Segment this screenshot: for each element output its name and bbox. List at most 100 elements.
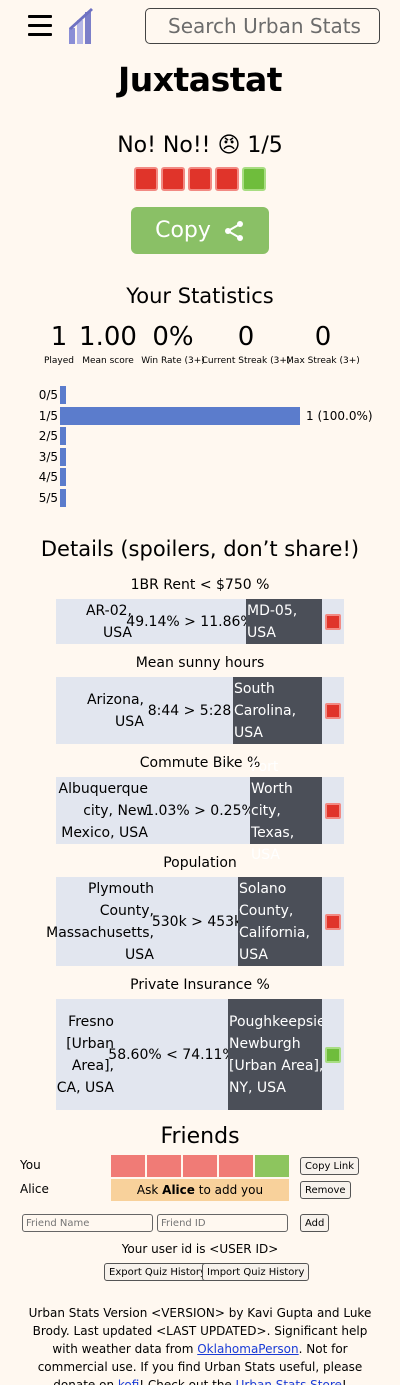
distribution-value: 1 (100.0%) xyxy=(306,409,373,423)
footer: Urban Stats Version <VERSION> by Kavi Gu… xyxy=(20,1304,380,1385)
stat-value: 1 xyxy=(50,322,68,352)
remove-friend-button[interactable]: Remove xyxy=(300,1181,351,1199)
distribution-label: 5/5 xyxy=(38,491,58,505)
result-square xyxy=(325,1046,341,1063)
footer-text: . Not for commercial use. If you find Ur… xyxy=(37,1342,363,1385)
result-square xyxy=(325,702,341,719)
stat-played: 1 Played xyxy=(14,322,104,366)
question-label: Population xyxy=(163,855,237,871)
question-label: 1BR Rent < $750 % xyxy=(130,577,270,593)
add-friend-button[interactable]: Add xyxy=(300,1214,330,1232)
left-region: Plymouth County, Massachusetts, USA xyxy=(46,877,156,966)
footer-text: ! xyxy=(341,1378,347,1385)
right-region: MD-05, USA xyxy=(246,599,322,644)
distribution-bar xyxy=(60,427,66,445)
header xyxy=(0,0,400,56)
stat-mean-score: 1.00 Mean score xyxy=(63,322,153,366)
you-result-box xyxy=(255,1155,289,1177)
distribution-row: 0/5 xyxy=(36,386,376,404)
oklahomaperson-link[interactable]: OklahomaPerson xyxy=(197,1342,299,1356)
copy-link-button[interactable]: Copy Link xyxy=(300,1157,360,1175)
statistics-title: Your Statistics xyxy=(126,284,274,308)
you-result-box xyxy=(111,1155,145,1177)
search-input[interactable] xyxy=(145,8,380,44)
right-region: Fort Worth city, Texas, USA xyxy=(250,759,322,863)
left-region: AR-02, USA xyxy=(56,599,134,644)
left-region: Fresno [Urban Area], CA, USA xyxy=(56,999,116,1110)
you-result-box xyxy=(147,1155,181,1177)
result-squares xyxy=(0,167,400,191)
comparison-value: 530k > 453k xyxy=(152,877,242,966)
distribution-bar xyxy=(60,407,300,425)
stat-max-streak: 0 Max Streak (3+) xyxy=(278,322,368,366)
friend-id-input[interactable] xyxy=(157,1214,288,1232)
result-cell xyxy=(322,999,344,1110)
distribution-row: 3/5 xyxy=(36,448,376,466)
distribution-row: 1/5 1 (100.0%) xyxy=(36,407,376,425)
distribution-label: 4/5 xyxy=(38,470,58,484)
friend-name-input[interactable] xyxy=(22,1214,153,1232)
you-result-box xyxy=(219,1155,253,1177)
result-square-4 xyxy=(215,167,239,191)
comparison-value: 58.60% < 74.11% xyxy=(108,999,236,1110)
stat-label: Max Streak (3+) xyxy=(286,356,360,366)
question-label: Commute Bike % xyxy=(139,755,261,771)
friend-name: You xyxy=(20,1158,41,1172)
menu-icon[interactable] xyxy=(28,15,52,37)
stat-label: Played xyxy=(43,356,75,366)
comparison-value: 49.14% > 11.86% xyxy=(126,599,254,644)
stat-current-streak: 0 Current Streak (3+) xyxy=(201,322,291,366)
import-quiz-history-button[interactable]: Import Quiz History xyxy=(202,1263,310,1281)
comparison-value: 8:44 > 5:28 xyxy=(146,677,233,744)
distribution-bar xyxy=(60,448,66,466)
distribution-bar xyxy=(60,386,66,404)
details-title: Details (spoilers, don’t share!) xyxy=(40,537,360,561)
friends-title: Friends xyxy=(160,1124,240,1149)
copy-button[interactable]: Copy xyxy=(131,207,269,254)
user-id-text: Your user id is <USER ID> xyxy=(121,1242,279,1256)
distribution-bar xyxy=(60,489,66,507)
stat-label: Mean score xyxy=(82,356,134,366)
right-region: Poughkeepsie-Newburgh [Urban Area], NY, … xyxy=(228,999,331,1110)
distribution-label: 2/5 xyxy=(38,429,58,443)
ask-to-add-message: Ask Alice to add you xyxy=(111,1179,289,1201)
distribution-label: 3/5 xyxy=(38,450,58,464)
question-row: Fresno [Urban Area], CA, USA 58.60% < 74… xyxy=(56,999,344,1110)
ask-prefix: Ask xyxy=(136,1183,163,1197)
right-region: Solano County, California, USA xyxy=(238,877,322,966)
share-icon xyxy=(224,220,243,241)
result-cell xyxy=(322,599,344,644)
you-result-box xyxy=(183,1155,217,1177)
comparison-value: 1.03% > 0.25% xyxy=(145,777,255,844)
kofi-link[interactable]: kofi xyxy=(117,1378,140,1385)
result-square-5 xyxy=(242,167,266,191)
right-region: South Carolina, USA xyxy=(233,677,322,744)
stat-label: Current Streak (3+) xyxy=(201,356,291,366)
distribution-row: 5/5 xyxy=(36,489,376,507)
result-square-3 xyxy=(188,167,212,191)
result-cell xyxy=(322,777,344,844)
footer-text: ! Check out the xyxy=(139,1378,236,1385)
distribution-label: 0/5 xyxy=(38,388,58,402)
friend-row-you: You Copy Link xyxy=(20,1155,380,1177)
stat-label: Win Rate (3+) xyxy=(141,356,205,366)
question-row: Arizona, USA 8:44 > 5:28 South Carolina,… xyxy=(56,677,344,744)
page-title: Juxtastat xyxy=(117,60,283,99)
question-row: AR-02, USA 49.14% > 11.86% MD-05, USA xyxy=(56,599,344,644)
ask-friend-name: Alice xyxy=(162,1183,195,1197)
friend-name: Alice xyxy=(20,1182,49,1196)
ask-suffix: to add you xyxy=(194,1183,264,1197)
result-square xyxy=(325,802,341,819)
result-cell xyxy=(322,877,344,966)
stat-value: 0 xyxy=(237,322,255,352)
store-link[interactable]: Urban Stats Store xyxy=(235,1378,342,1385)
result-cell xyxy=(322,677,344,744)
friend-row-alice: Alice Ask Alice to add you Remove xyxy=(20,1179,380,1201)
export-quiz-history-button[interactable]: Export Quiz History xyxy=(104,1263,211,1281)
distribution-row: 4/5 xyxy=(36,468,376,486)
result-square-1 xyxy=(134,167,158,191)
stat-win-rate: 0% Win Rate (3+) xyxy=(128,322,218,366)
urban-stats-logo[interactable] xyxy=(68,8,96,44)
result-square xyxy=(325,913,341,930)
result-square-2 xyxy=(161,167,185,191)
